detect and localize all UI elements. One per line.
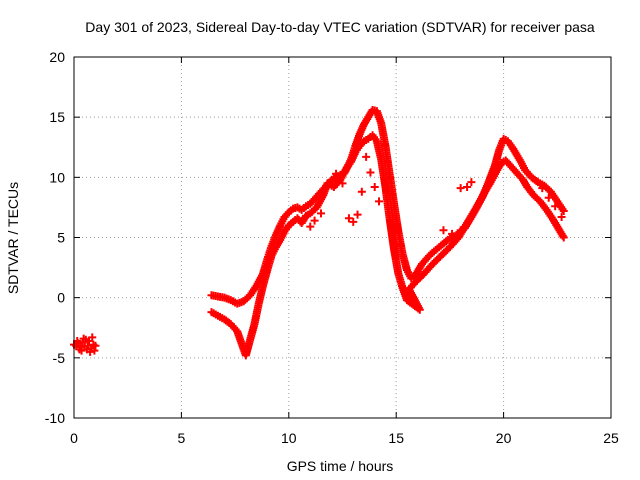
data-point: [532, 194, 541, 203]
ticks: 0 5 10 15 20 25 -10 -5 0 5 10 15 20: [45, 49, 619, 446]
y-tick-label: -10: [45, 410, 65, 426]
data-point: [218, 293, 227, 302]
data-point: [318, 193, 327, 202]
data-point: [448, 229, 457, 238]
data-point: [530, 175, 539, 184]
data-point: [375, 197, 384, 206]
data-point: [317, 209, 326, 218]
data-point: [236, 337, 245, 346]
data-point: [91, 341, 100, 350]
x-tick-label: 20: [496, 430, 512, 446]
data-point: [275, 223, 284, 232]
data-point: [398, 281, 407, 290]
data-point: [267, 253, 276, 262]
y-tick-label: 15: [49, 109, 65, 125]
y-tick-label: 10: [49, 169, 65, 185]
data-point: [557, 213, 566, 222]
x-axis-label: GPS time / hours: [287, 458, 394, 474]
data-point: [344, 214, 353, 223]
data-point: [242, 294, 251, 303]
data-point: [456, 226, 465, 235]
data-point: [354, 132, 363, 141]
grid: [74, 57, 611, 418]
x-tick-label: 25: [603, 430, 619, 446]
data-point: [310, 216, 319, 225]
data-point: [516, 172, 525, 181]
data-point: [503, 158, 512, 167]
data-point: [262, 267, 271, 276]
x-tick-label: 5: [178, 430, 186, 446]
data-point: [286, 219, 295, 228]
data-point: [558, 231, 567, 240]
data-point: [86, 347, 95, 356]
data-point: [558, 205, 567, 214]
data-point: [362, 136, 371, 145]
data-point: [357, 187, 366, 196]
data-point: [211, 310, 220, 319]
data-point: [279, 229, 288, 238]
data-point: [371, 135, 380, 144]
data-point: [538, 184, 547, 193]
series-early: [70, 333, 100, 356]
series-fragments: [301, 152, 566, 238]
data-point: [332, 169, 341, 178]
data-point: [79, 334, 88, 343]
data-point: [366, 168, 375, 177]
data-point: [309, 206, 318, 215]
data-point: [443, 245, 452, 254]
data-point: [544, 193, 553, 202]
data-point: [307, 198, 316, 207]
data-point: [286, 206, 295, 215]
y-tick-label: -5: [53, 350, 66, 366]
data-point: [551, 202, 560, 211]
data-layer: [70, 105, 568, 360]
y-axis-label: SDTVAR / TECUs: [5, 182, 21, 294]
data-point: [258, 283, 267, 292]
data-point: [423, 253, 432, 262]
data-point: [511, 167, 520, 176]
data-point: [349, 217, 358, 226]
series-track-b: [207, 131, 568, 360]
data-point: [467, 178, 476, 187]
data-point: [463, 182, 472, 191]
data-point: [281, 211, 290, 220]
data-point: [73, 336, 82, 345]
x-tick-label: 15: [388, 430, 404, 446]
data-point: [83, 341, 92, 350]
data-point: [451, 236, 460, 245]
data-point: [245, 337, 254, 346]
data-point: [439, 226, 448, 235]
y-tick-label: 20: [49, 49, 65, 65]
data-point: [456, 184, 465, 193]
data-point: [341, 165, 350, 174]
x-tick-label: 10: [281, 430, 297, 446]
data-point: [370, 182, 379, 191]
data-point: [88, 333, 97, 342]
data-point: [353, 210, 362, 219]
y-tick-label: 0: [57, 290, 65, 306]
data-point: [425, 263, 434, 272]
data-point: [494, 147, 503, 156]
data-point: [299, 204, 308, 213]
y-tick-label: 5: [57, 230, 65, 246]
data-point: [223, 317, 232, 326]
data-point: [301, 211, 310, 220]
data-point: [90, 346, 99, 355]
data-point: [376, 117, 385, 126]
data-point: [338, 179, 347, 188]
chart-title: Day 301 of 2023, Sidereal Day-to-day VTE…: [85, 19, 595, 35]
data-point: [362, 152, 371, 161]
data-point: [402, 264, 411, 273]
data-point: [306, 222, 315, 231]
data-point: [75, 345, 84, 354]
data-point: [434, 254, 443, 263]
data-point: [357, 140, 366, 149]
data-point: [224, 295, 233, 304]
data-point: [417, 272, 426, 281]
x-tick-label: 0: [70, 430, 78, 446]
data-point: [507, 162, 516, 171]
